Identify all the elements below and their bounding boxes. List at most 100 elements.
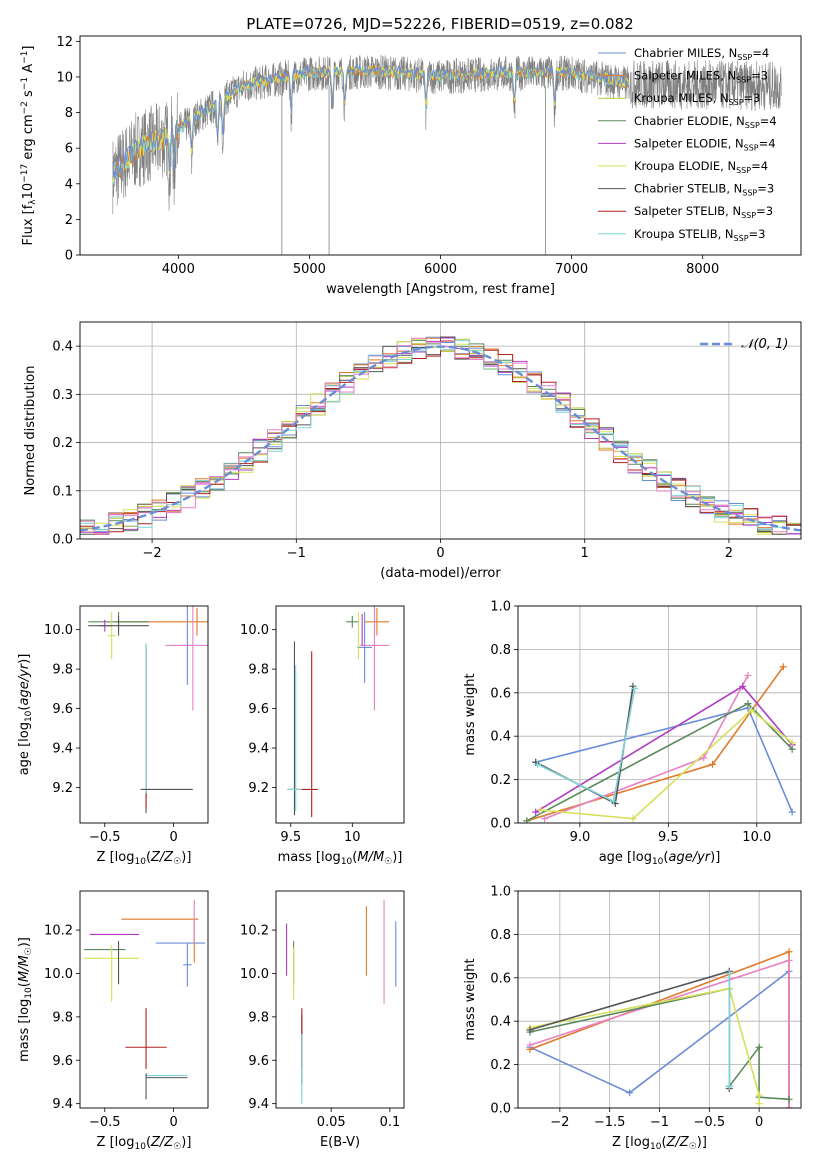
y-axis-label: mass weight [463,673,478,755]
legend-count: =3 [757,182,774,196]
label-part: 10 [652,857,664,867]
y-axis-label: age [log10(age/yr)] [17,654,34,776]
y-tick-label: 2 [65,213,73,228]
label-part: s [21,90,36,101]
label-part: Z/Z [666,1135,690,1150]
axes-frame [79,605,209,824]
label-part: age [log [17,722,32,775]
label-part: Z [log [97,850,135,865]
plot-area-mass-EBV [286,899,397,1104]
weight-series-line [535,685,793,813]
label-part: ( [146,850,151,865]
x-tick-label: 10.0 [742,830,771,845]
y-tick-label: 0.4 [490,1015,511,1030]
label-part: −2 [20,101,30,114]
y-tick-label: 12 [56,35,73,50]
x-tick-label: 8000 [686,262,719,277]
label-part: )] [710,850,720,865]
x-tick-label: 5000 [293,262,326,277]
y-tick-label: 0.0 [490,817,511,832]
weight-point-marker [700,754,708,762]
label-part: mass weight [463,673,478,755]
weight-point-marker [725,969,733,977]
legend-count: =4 [751,159,768,173]
axes-weight-Z: −2 −1.5 −1 −0.5 0 0.0 0.2 0.4 0.6 0.8 1.0 [490,885,801,1130]
label-part: Z/Z [150,1135,174,1150]
label-part: Z [log [97,1135,135,1150]
y-tick-label: 0.4 [490,730,511,745]
x-axis-label: Z [log10(Z/Z☉)] [97,1135,192,1152]
legend-entry: Kroupa ELODIE, NSSP=4 [634,159,768,175]
weight-point-marker [788,808,796,816]
weight-point-marker [755,1043,763,1051]
weight-point-marker [533,760,541,768]
plot-area-age-mass [287,606,390,818]
plot-area-age-Z [88,606,208,814]
residual-histogram [80,340,801,535]
spectrum-model-line [112,63,629,180]
y-tick-label: 0.0 [52,533,73,548]
label-part: )] [17,937,32,947]
plot-area-spectrum [112,54,782,255]
label-part: )] [392,850,402,865]
x-tick-label: 0 [436,546,444,561]
axes-frame [275,605,405,824]
x-tick-label: 6000 [424,262,457,277]
label-part: 10 [134,857,146,867]
x-tick-label: −2 [550,1115,569,1130]
legend-entry: Kroupa MILES, NSSP=3 [634,91,760,107]
label-part: ☉ [689,1142,697,1152]
label-part: Normed distribution [23,366,38,496]
y-tick-label: 9.6 [248,702,269,717]
y-tick-label: 9.6 [52,1054,73,1069]
y-tick-label: 0.6 [490,971,511,986]
y-tick-label: 0.2 [490,773,511,788]
x-tick-label: 7000 [555,262,588,277]
weight-series-line [537,688,636,803]
x-tick-label: 9.5 [658,830,679,845]
label-part: 10 [341,857,353,867]
label-part: ☉ [173,857,181,867]
label-part: age/yr [17,662,32,705]
axes-frame [79,890,209,1109]
weight-point-marker [532,808,540,816]
plot-area-residuals [80,336,801,535]
legend-sub: SSP [729,98,744,107]
x-axis-label: mass [log10(M/M☉)] [278,850,403,867]
weight-point-marker [631,684,639,692]
label-part: ☉ [24,947,34,955]
y-tick-label: 9.6 [52,702,73,717]
y-tick-label: 9.4 [248,1097,269,1112]
y-tick-label: 10.0 [44,623,73,638]
label-part: ☉ [173,1142,181,1152]
legend-sub: SSP [736,76,751,85]
spectrum-data-line [112,54,782,215]
y-tick-label: 9.8 [52,663,73,678]
axes-mass-Z: −0.5 0 9.4 9.6 9.8 10.0 10.2 [44,924,178,1130]
axes-frame [517,605,802,824]
label-part: )] [181,850,191,865]
weight-point-marker [785,956,793,964]
x-tick-label: 4000 [162,262,195,277]
label-part: 10 [650,1142,662,1152]
legend-count: =4 [759,136,776,150]
y-tick-label: 0.1 [52,484,73,499]
y-tick-label: 0.6 [490,686,511,701]
label-part: 10 [24,987,34,999]
weight-point-marker [747,706,755,714]
y-axis-label: Normed distribution [23,366,38,496]
legend-series-name: Salpeter MILES, N [634,69,736,83]
label-part: )] [181,1135,191,1150]
weight-point-marker [785,1104,793,1108]
legend-series-name: Chabrier ELODIE, N [634,114,745,128]
weight-point-marker [779,663,787,671]
y-tick-label: 10.2 [240,924,269,939]
y-tick-label: 0.8 [490,643,511,658]
x-tick-label: 9.0 [570,830,591,845]
axes-frame [517,890,802,1109]
label-part: erg cm [21,114,36,163]
y-tick-label: 1.0 [490,885,511,900]
legend-count: =3 [744,91,761,105]
